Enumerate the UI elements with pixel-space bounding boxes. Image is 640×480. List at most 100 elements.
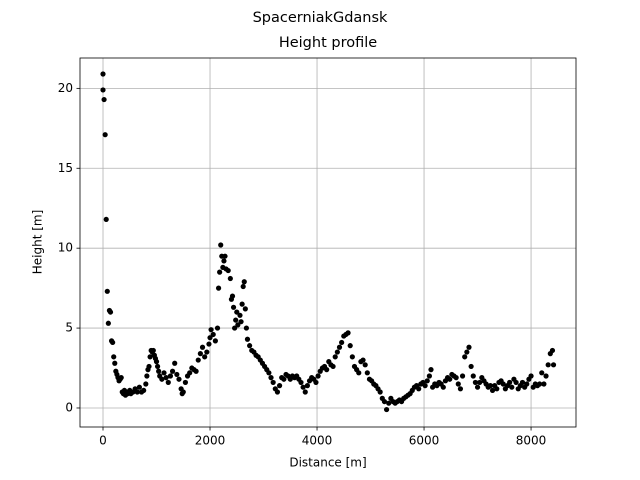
- point: [345, 330, 351, 336]
- point: [153, 359, 160, 365]
- point: [489, 387, 496, 394]
- point: [195, 357, 201, 363]
- point: [364, 370, 370, 376]
- x-tick-label: 2000: [195, 434, 226, 448]
- x-tick-label: 0: [99, 434, 107, 448]
- point: [102, 132, 108, 138]
- y-tick-label: 5: [65, 321, 73, 335]
- point: [237, 312, 243, 318]
- point: [147, 354, 153, 360]
- point: [313, 379, 319, 386]
- x-tick-label: 4000: [302, 434, 333, 448]
- point: [234, 309, 240, 315]
- suptitle: SpacerniakGdansk: [253, 10, 388, 26]
- point: [349, 354, 355, 360]
- point: [440, 384, 446, 390]
- axes-frame: [79, 57, 577, 428]
- point: [545, 362, 551, 368]
- point: [204, 349, 210, 355]
- point: [457, 386, 464, 392]
- point: [360, 357, 366, 363]
- point: [176, 376, 182, 382]
- point: [100, 71, 106, 77]
- point: [550, 362, 557, 368]
- point: [167, 373, 174, 379]
- point: [154, 363, 161, 370]
- point: [218, 242, 224, 248]
- point: [300, 384, 306, 390]
- point: [206, 341, 212, 347]
- point: [100, 87, 106, 93]
- point: [210, 331, 216, 338]
- point: [453, 375, 459, 381]
- point: [103, 216, 109, 223]
- point: [105, 320, 111, 326]
- point: [524, 381, 530, 387]
- point: [110, 339, 116, 346]
- point: [509, 384, 515, 390]
- point: [528, 373, 534, 379]
- point: [541, 381, 547, 387]
- point: [298, 379, 304, 386]
- point: [428, 367, 434, 373]
- point: [161, 370, 167, 376]
- point: [221, 258, 227, 264]
- chart-title: Height profile: [279, 35, 377, 51]
- point: [229, 293, 236, 299]
- point: [336, 344, 343, 350]
- points: [100, 71, 557, 413]
- point: [281, 376, 287, 382]
- point: [386, 400, 392, 406]
- point: [266, 370, 272, 376]
- point: [472, 379, 479, 386]
- y-tick-label: 15: [58, 161, 73, 175]
- point: [539, 370, 545, 376]
- point: [304, 383, 311, 389]
- point: [199, 344, 206, 350]
- ticks: 0 2000 4000 6000 8000 0 5 10 15 20: [58, 81, 547, 448]
- point: [468, 363, 474, 370]
- x-tick-label: 8000: [516, 434, 547, 448]
- point: [180, 389, 186, 395]
- point: [494, 386, 500, 392]
- point: [141, 387, 147, 394]
- point: [268, 375, 274, 381]
- point: [227, 275, 233, 282]
- point: [136, 384, 142, 390]
- point: [274, 389, 281, 395]
- point: [270, 379, 276, 386]
- point: [477, 379, 483, 386]
- point: [212, 338, 218, 344]
- point: [470, 373, 476, 379]
- point: [165, 379, 171, 386]
- point: [156, 368, 162, 374]
- point: [241, 279, 247, 285]
- point: [232, 325, 238, 331]
- point: [422, 383, 428, 389]
- point: [159, 376, 165, 382]
- point: [215, 285, 222, 291]
- point: [144, 373, 150, 379]
- point: [330, 363, 336, 370]
- point: [172, 360, 178, 366]
- x-axis-label: Distance [m]: [289, 456, 366, 470]
- point: [182, 379, 189, 386]
- point: [377, 389, 383, 395]
- point: [455, 381, 461, 387]
- point: [513, 379, 519, 386]
- point: [107, 309, 114, 315]
- point: [239, 301, 245, 307]
- point: [233, 317, 239, 323]
- y-tick-label: 10: [58, 241, 73, 255]
- point: [207, 335, 213, 341]
- point: [383, 406, 390, 413]
- point: [244, 336, 251, 342]
- point: [112, 360, 118, 366]
- y-tick-label: 20: [58, 81, 73, 95]
- point: [169, 368, 176, 374]
- point: [225, 267, 231, 274]
- point: [197, 351, 203, 357]
- point: [381, 398, 388, 405]
